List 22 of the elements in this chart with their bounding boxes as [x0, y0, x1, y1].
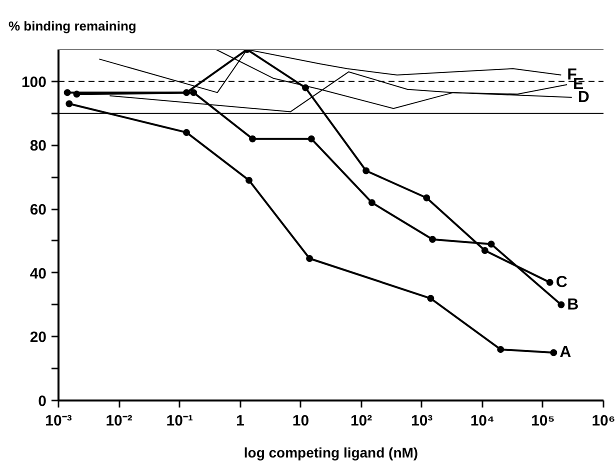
y-tick-label: 100: [21, 74, 47, 91]
x-tick-label: 10⁻³: [45, 412, 72, 430]
x-tick-label: 1: [236, 412, 244, 430]
x-tick-label: 10²: [350, 412, 372, 430]
y-tick-label: 20: [30, 329, 47, 346]
y-tick-label: 40: [30, 265, 47, 282]
y-axis-title: % binding remaining: [8, 18, 136, 34]
x-tick-label: 10⁶: [592, 412, 616, 430]
x-axis-title: log competing ligand (nM): [244, 444, 418, 460]
y-tick-label: 60: [30, 202, 47, 219]
y-tick-label: 80: [30, 138, 47, 155]
series-label: D: [578, 88, 590, 106]
series-label: B: [567, 296, 579, 314]
x-tick-label: 10⁴: [470, 412, 494, 430]
x-tick-label: 10³: [410, 412, 433, 430]
x-tick-label: 10⁻¹: [166, 412, 193, 430]
x-tick-label: 10⁵: [531, 412, 555, 430]
x-tick-label: 10: [292, 412, 310, 430]
series-label: A: [560, 344, 572, 362]
x-tick-label: 10⁻²: [106, 412, 132, 430]
y-tick-label: 0: [38, 393, 46, 410]
series-label: C: [556, 274, 568, 291]
